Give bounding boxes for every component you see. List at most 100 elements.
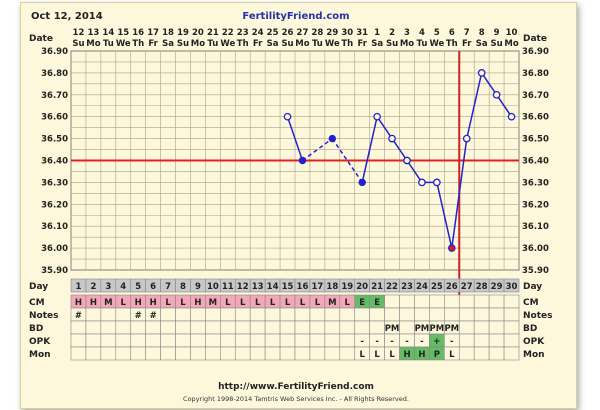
row-label-bd-right: BD: [523, 324, 537, 334]
weekday-label: We: [116, 39, 131, 49]
date-label: 20: [192, 28, 204, 38]
notes-cell: [294, 307, 311, 322]
date-label: 19: [177, 28, 189, 38]
mon-cell: [145, 346, 161, 361]
notes-cell: [234, 307, 251, 322]
day-cell: [503, 278, 520, 293]
cm-cell: [488, 294, 505, 309]
opk-cell: [473, 333, 490, 348]
cm-value: H: [90, 298, 97, 308]
notes-cell: [458, 307, 475, 322]
opk-cell: [309, 333, 326, 348]
fertility-chart: Oct 12, 2014 FertilityFriend.com Date Date D…: [29, 11, 552, 403]
date-label: 5: [434, 28, 440, 38]
opk-cell: [190, 333, 206, 348]
weekday-label: Th: [132, 39, 144, 49]
day-value: 10: [207, 282, 219, 292]
weekday-label: Su: [281, 39, 293, 49]
cm-value: H: [75, 298, 82, 308]
y-tick-label: 36.30: [41, 178, 68, 188]
day-value: 26: [446, 282, 458, 292]
temp-line-segment: [436, 182, 453, 249]
cm-cell: [503, 294, 520, 309]
notes-cell: [100, 307, 117, 322]
weekday-label: Sa: [162, 39, 174, 49]
date-label: 7: [464, 28, 470, 38]
cm-value: L: [180, 298, 186, 308]
weekday-label: Sa: [476, 39, 488, 49]
temp-point: [447, 244, 456, 252]
date-label: 25: [267, 28, 279, 38]
bd-cell: [503, 320, 520, 335]
cm-value: L: [121, 298, 127, 308]
row-label-notes: Notes: [29, 311, 58, 321]
opk-cell: [70, 333, 87, 348]
mon-value: H: [418, 350, 425, 360]
day-value: 21: [371, 282, 383, 292]
notes-cell: [324, 307, 341, 322]
mon-cell: [503, 346, 520, 361]
temp-point: [283, 112, 292, 121]
notes-cell: [339, 307, 356, 322]
date-label: 3: [404, 28, 410, 38]
mon-value: H: [403, 350, 410, 360]
day-value: 1: [76, 282, 82, 292]
day-value: 13: [252, 282, 264, 292]
notes-cell: [369, 307, 385, 322]
day-value: 25: [431, 282, 443, 292]
mon-cell: [309, 346, 326, 361]
mon-cell: [488, 346, 505, 361]
opk-cell: [249, 333, 266, 348]
temp-line-segment: [481, 72, 498, 96]
mon-value: P: [434, 350, 440, 360]
day-value: 3: [105, 282, 111, 292]
y-tick-label: 35.90: [41, 266, 68, 276]
day-value: 19: [341, 282, 353, 292]
day-value: 5: [135, 282, 141, 292]
bd-cell: [160, 320, 176, 335]
notes-cell: [264, 307, 281, 322]
y-tick-label-right: 36.40: [522, 157, 549, 167]
date-label: 23: [237, 28, 249, 38]
row-label-day: Day: [29, 282, 48, 292]
chart-card: Oct 12, 2014 FertilityFriend.com Date Date D…: [20, 2, 577, 409]
date-label: 1: [374, 28, 380, 38]
cm-cell: [429, 294, 445, 309]
row-label-cm: CM: [29, 298, 45, 308]
temp-point: [298, 156, 307, 165]
opk-value: -: [405, 337, 409, 347]
date-label: 12: [73, 28, 85, 38]
day-value: 27: [461, 282, 473, 292]
temp-point: [418, 178, 426, 187]
cm-cell: [384, 294, 400, 309]
opk-cell: [324, 333, 341, 348]
notes-value: #: [135, 311, 142, 321]
mon-cell: [220, 346, 236, 361]
y-tick-label: 36.40: [41, 157, 68, 167]
date-label: 2: [389, 28, 395, 38]
date-label: 6: [449, 28, 455, 38]
weekday-label: Su: [72, 39, 84, 49]
temp-point: [328, 134, 337, 143]
day-value: 20: [356, 282, 368, 292]
opk-cell: [160, 333, 176, 348]
opk-cell: [205, 333, 221, 348]
y-tick-label: 36.90: [41, 47, 68, 57]
bd-cell: [115, 320, 132, 335]
date-label: 29: [326, 28, 338, 38]
opk-value: -: [360, 337, 364, 347]
notes-cell: [488, 307, 505, 322]
y-tick-label: 36.70: [41, 91, 68, 101]
opk-value: +: [433, 337, 440, 347]
bd-value: PM: [444, 324, 459, 334]
bd-value: PM: [430, 324, 445, 334]
opk-value: -: [450, 337, 454, 347]
cm-value: E: [359, 298, 365, 308]
bd-cell: [339, 320, 356, 335]
mon-cell: [115, 346, 132, 361]
date-label: 8: [479, 28, 485, 38]
notes-cell: [429, 307, 445, 322]
cm-value: L: [285, 298, 291, 308]
row-label-mon: Mon: [29, 350, 51, 360]
y-tick-label: 36.20: [41, 200, 68, 210]
